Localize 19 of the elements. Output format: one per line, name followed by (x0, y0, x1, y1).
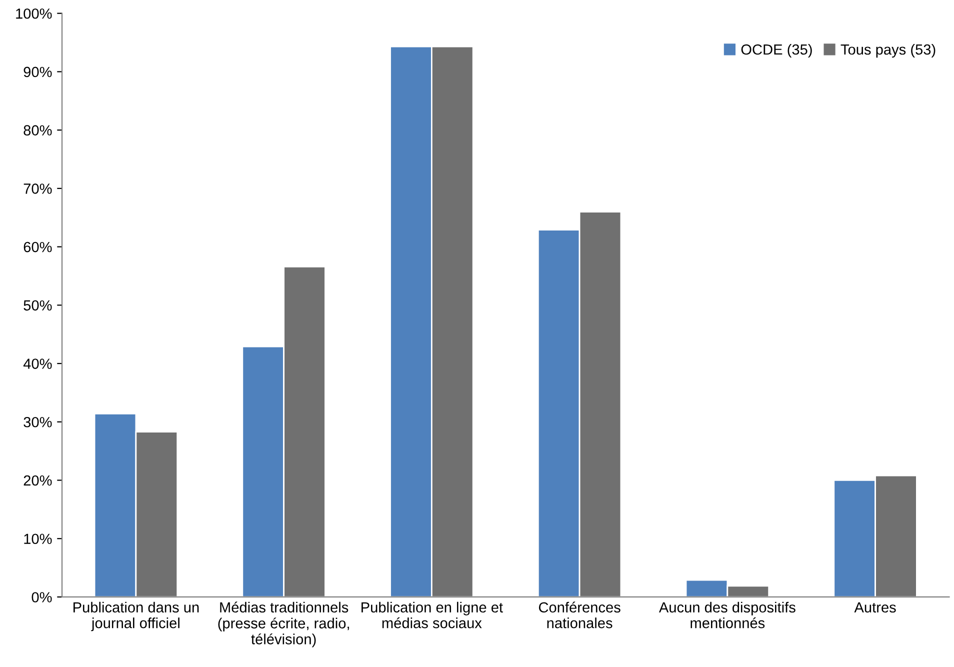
y-tick-label: 0% (32, 592, 52, 602)
legend-label: OCDE (35) (741, 44, 812, 58)
x-tick-label: Conférences nationales (538, 602, 620, 628)
x-tick-label: Publication dans un journal officiel (74, 602, 199, 632)
x-tick-label: Autres (854, 602, 896, 613)
y-tick-label: 20% (24, 475, 52, 486)
y-tick-label: 100% (16, 8, 52, 19)
x-tick-label: Médias traditionnels (presse écrite, radio, télévision) (218, 602, 349, 648)
y-tick-label: 30% (24, 416, 52, 428)
x-tick-label: Publication en ligne et médias sociaux (362, 602, 503, 628)
y-tick-label: 50% (24, 300, 52, 311)
x-tick-label: Aucun des dispositifs mentionnés (658, 602, 796, 628)
y-tick-label: 80% (24, 125, 52, 136)
y-tick-label: 60% (24, 242, 52, 252)
y-tick-label: 10% (24, 534, 52, 544)
y-tick-label: 40% (23, 358, 52, 369)
legend-label: Tous pays (53) (840, 44, 936, 58)
y-tick-label: 70% (24, 184, 52, 194)
y-tick-label: 90% (24, 66, 52, 78)
